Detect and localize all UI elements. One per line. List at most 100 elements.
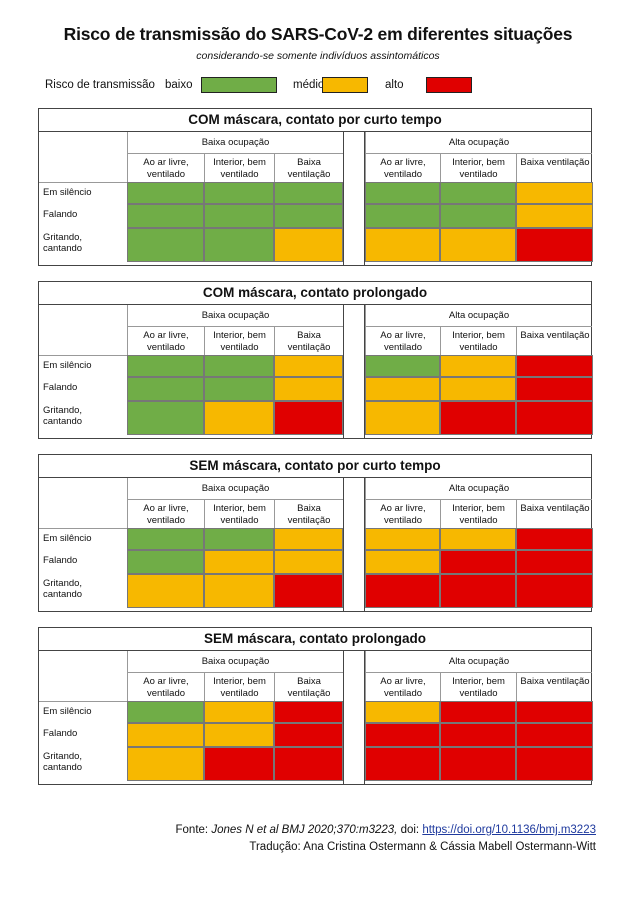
group-header-alta: Alta ocupação	[365, 132, 592, 154]
page-title: Risco de transmissão do SARS-CoV-2 em di…	[63, 24, 573, 44]
risk-cell-alto	[440, 550, 516, 574]
row-divider	[39, 701, 127, 702]
risk-cell-baixo	[365, 204, 440, 228]
column-header-ao-ar-livre-ventilado: Ao ar livre, ventilado	[127, 154, 204, 182]
risk-cell-alto	[516, 550, 593, 574]
row-label-falando: Falando	[43, 728, 78, 739]
column-header-interior-bem-ventilado: Interior, bem ventilado	[440, 327, 516, 355]
table-grid: Baixa ocupação Alta ocupação Ao ar livre, …	[38, 651, 593, 785]
group-header-baixa: Baixa ocupação	[127, 478, 343, 500]
column-header-baixa-ventilacao: Baixa ventilação	[274, 154, 343, 182]
column-header-ao-ar-livre-ventilado: Ao ar livre, ventilado	[127, 327, 204, 355]
risk-cell-medio	[365, 528, 440, 550]
column-header-interior-bem-ventilado: Interior, bem ventilado	[440, 154, 516, 182]
risk-cell-baixo	[204, 228, 274, 262]
risk-cell-medio	[440, 355, 516, 377]
risk-cell-alto	[204, 747, 274, 781]
legend-swatch-medio	[322, 77, 368, 93]
risk-cell-medio	[365, 701, 440, 723]
risk-cell-alto	[440, 723, 516, 747]
risk-cell-baixo	[127, 377, 204, 401]
column-header-interior-bem-ventilado: Interior, bem ventilado	[204, 327, 274, 355]
risk-cell-alto	[274, 401, 343, 435]
table-grid: Baixa ocupação Alta ocupação Ao ar livre, …	[38, 305, 593, 439]
risk-cell-medio	[440, 528, 516, 550]
column-header-interior-bem-ventilado: Interior, bem ventilado	[204, 154, 274, 182]
risk-cell-medio	[365, 228, 440, 262]
column-header-baixa-ventilacao: Baixa ventilação	[516, 673, 593, 701]
column-header-baixa-ventilacao: Baixa ventilação	[516, 327, 593, 355]
table-grid: Baixa ocupação Alta ocupação Ao ar livre, …	[38, 132, 593, 266]
risk-cell-alto	[440, 701, 516, 723]
risk-cell-medio	[274, 528, 343, 550]
translation-credit: Tradução: Ana Cristina Ostermann & Cássi…	[249, 841, 596, 853]
risk-cell-baixo	[204, 377, 274, 401]
column-header-ao-ar-livre-ventilado: Ao ar livre, ventilado	[365, 154, 440, 182]
risk-cell-alto	[516, 747, 593, 781]
column-header-ao-ar-livre-ventilado: Ao ar livre, ventilado	[365, 673, 440, 701]
risk-cell-baixo	[127, 228, 204, 262]
legend-swatch-alto	[426, 77, 472, 93]
risk-cell-alto	[516, 701, 593, 723]
table-title: SEM máscara, contato por curto tempo	[38, 454, 592, 478]
risk-cell-alto	[516, 528, 593, 550]
risk-cell-alto	[365, 723, 440, 747]
table-title: COM máscara, contato prolongado	[38, 281, 592, 305]
group-header-baixa: Baixa ocupação	[127, 305, 343, 327]
doi-label: doi:	[400, 824, 420, 836]
group-separator	[343, 132, 365, 265]
risk-cell-medio	[365, 377, 440, 401]
legend-label: Risco de transmissão	[45, 79, 155, 91]
column-header-interior-bem-ventilado: Interior, bem ventilado	[204, 673, 274, 701]
group-header-alta: Alta ocupação	[365, 478, 592, 500]
column-header-baixa-ventilacao: Baixa ventilação	[274, 500, 343, 528]
risk-cell-medio	[274, 228, 343, 262]
risk-cell-medio	[204, 550, 274, 574]
group-separator	[343, 478, 365, 611]
risk-cell-alto	[274, 701, 343, 723]
risk-cell-medio	[365, 550, 440, 574]
risk-cell-medio	[204, 574, 274, 608]
row-label-gritando-cantando: Gritando, cantando	[43, 405, 83, 427]
group-header-alta: Alta ocupação	[365, 305, 592, 327]
risk-cell-medio	[516, 182, 593, 204]
risk-cell-alto	[516, 377, 593, 401]
risk-cell-baixo	[127, 204, 204, 228]
risk-cell-baixo	[204, 355, 274, 377]
legend: Risco de transmissão baixo médio alto	[45, 77, 605, 95]
column-header-interior-bem-ventilado: Interior, bem ventilado	[440, 500, 516, 528]
column-header-interior-bem-ventilado: Interior, bem ventilado	[204, 500, 274, 528]
risk-cell-baixo	[365, 182, 440, 204]
table-title: SEM máscara, contato prolongado	[38, 627, 592, 651]
risk-cell-medio	[365, 401, 440, 435]
row-label-gritando-cantando: Gritando, cantando	[43, 751, 83, 773]
group-header-alta: Alta ocupação	[365, 651, 592, 673]
group-header-baixa: Baixa ocupação	[127, 651, 343, 673]
risk-cell-alto	[516, 574, 593, 608]
risk-cell-alto	[274, 723, 343, 747]
row-label-em-silencio: Em silêncio	[43, 360, 92, 371]
risk-cell-alto	[274, 574, 343, 608]
column-header-baixa-ventilacao: Baixa ventilação	[274, 327, 343, 355]
risk-cell-baixo	[127, 355, 204, 377]
row-label-em-silencio: Em silêncio	[43, 187, 92, 198]
risk-cell-medio	[274, 355, 343, 377]
risk-cell-medio	[127, 747, 204, 781]
row-label-em-silencio: Em silêncio	[43, 533, 92, 544]
column-header-ao-ar-livre-ventilado: Ao ar livre, ventilado	[127, 673, 204, 701]
risk-cell-baixo	[204, 528, 274, 550]
risk-cell-alto	[516, 355, 593, 377]
risk-cell-baixo	[365, 355, 440, 377]
doi-link[interactable]: https://doi.org/10.1136/bmj.m3223	[422, 824, 596, 836]
risk-cell-baixo	[204, 204, 274, 228]
risk-cell-baixo	[274, 182, 343, 204]
row-label-gritando-cantando: Gritando, cantando	[43, 578, 83, 600]
risk-cell-baixo	[127, 182, 204, 204]
source-reference: Jones N et al BMJ 2020;370:m3223,	[211, 824, 398, 836]
legend-label-baixo: baixo	[165, 79, 193, 91]
risk-cell-alto	[440, 401, 516, 435]
risk-cell-alto	[516, 401, 593, 435]
risk-cell-baixo	[204, 182, 274, 204]
risk-cell-medio	[440, 377, 516, 401]
source-label: Fonte:	[175, 824, 209, 836]
